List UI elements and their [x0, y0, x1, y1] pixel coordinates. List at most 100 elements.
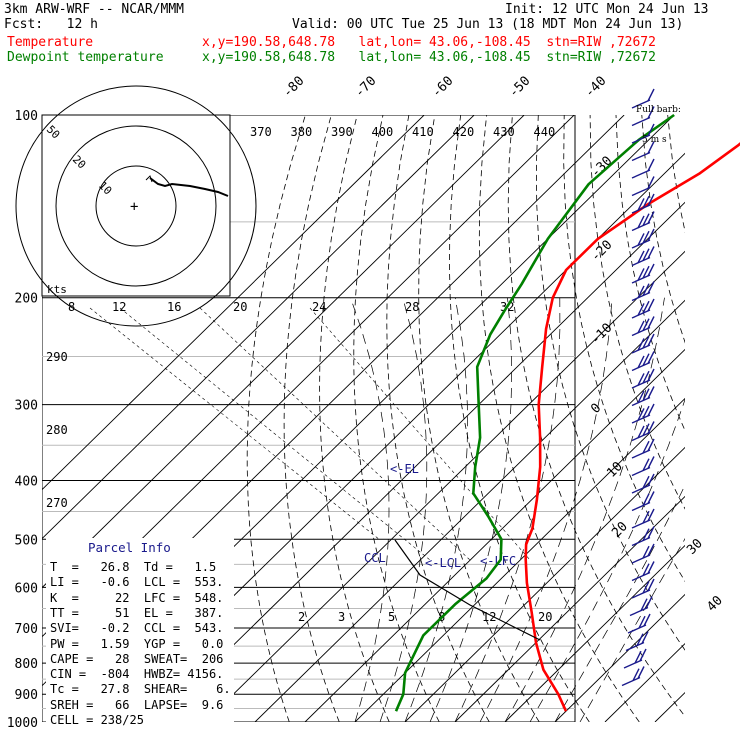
model-title: 3km ARW-WRF -- NCAR/MMM: [4, 2, 185, 17]
wind-barb-staff: [631, 431, 651, 442]
wind-barb: [629, 596, 653, 617]
wind-barb-flag: [642, 423, 650, 437]
isotherm-label: 40: [704, 593, 726, 615]
wind-barb-flag: [647, 578, 655, 592]
parcel-info-row: CIN = -804 HWBZ= 4156.: [50, 667, 224, 682]
parcel-info-row: CELL = 238/25: [50, 713, 144, 727]
wind-barb-flag: [647, 228, 655, 242]
wind-barb: [631, 351, 655, 372]
wind-barb-flag: [636, 633, 644, 647]
theta-label: 290: [46, 350, 68, 364]
pressure-tick: 500: [15, 533, 38, 548]
wind-barb: [631, 543, 655, 564]
isotherm-line: [254, 299, 685, 722]
wind-barb: [631, 473, 655, 494]
wind-barb-flag: [645, 596, 653, 609]
wind-barb: [631, 456, 655, 477]
temperature-location: x,y=190.58,648.78 lat,lon= 43.06,-108.45…: [202, 35, 656, 50]
isotherm-label: -20: [588, 238, 615, 265]
wind-barb-staff: [627, 624, 647, 634]
wind-barb: [631, 281, 655, 302]
wind-barb-staff: [631, 344, 651, 354]
hodograph-ring: [55, 125, 217, 287]
moist-adiabat-line: [454, 297, 561, 722]
isotherm-label: -60: [429, 74, 456, 101]
hodograph-ring: [15, 85, 257, 327]
wind-barb-staff: [631, 484, 651, 494]
wind-barb-staff: [631, 291, 651, 302]
temperature-legend: Temperature: [7, 35, 94, 50]
storm-motion-guide: [309, 307, 531, 561]
dry-adiabat-line: [535, 115, 685, 651]
dry-adiabat-line: [507, 115, 685, 718]
parcel-info-row: CAPE = 28 SWEAT= 206: [50, 651, 224, 666]
wind-barb-flag: [639, 648, 647, 662]
wind-barb: [631, 158, 655, 179]
moist-adiabat-line: [529, 398, 685, 722]
parcel-info-row: SREH = 66 LAPSE= 9.6: [50, 697, 224, 712]
isotherm-label: 20: [609, 519, 631, 541]
theta-label: 420: [453, 125, 475, 139]
moist-adiabat-line: [579, 538, 685, 722]
moist-adiabat-line: [479, 297, 613, 722]
dewpoint-location: x,y=190.58,648.78 lat,lon= 43.06,-108.45…: [202, 50, 656, 65]
isotherm-line: [454, 495, 685, 722]
hodograph-box: [41, 114, 231, 297]
wind-barb-flag: [647, 456, 655, 469]
parcel-info-row: SVI= -0.2 CCL = 543.: [50, 621, 224, 636]
wind-barb-flag: [637, 320, 645, 334]
wind-barb-flag: [642, 388, 650, 402]
wind-barb: [631, 298, 655, 319]
wind-barb-flag: [642, 545, 650, 559]
isotherm-line: [42, 115, 525, 589]
wind-barb-staff: [631, 309, 651, 319]
wind-barb-staff: [631, 361, 651, 372]
wind-barb-flag: [642, 440, 650, 454]
wind-barb-staff: [631, 134, 651, 144]
wind-barb: [631, 368, 655, 389]
init-time: Init: 12 UTC Mon 24 Jun 13: [505, 2, 709, 17]
wind-barb-flag: [647, 561, 655, 574]
valid-time: Valid: 00 UTC Tue 25 Jun 13 (18 MDT Mon …: [292, 17, 684, 32]
wind-barb-flag: [647, 141, 655, 154]
wind-barb: [631, 386, 655, 407]
wind-barb-flag: [647, 316, 655, 329]
wind-barb-staff: [631, 99, 651, 109]
wind-barb: [631, 228, 655, 249]
wind-barb-flag: [642, 370, 650, 384]
temperature-profile: [524, 142, 740, 712]
wind-barb-flag: [637, 303, 645, 316]
wind-barb-flag: [642, 335, 650, 349]
hodograph-center-mark: +: [130, 199, 138, 215]
wind-barb: [631, 176, 655, 197]
wind-barb-staff: [631, 274, 651, 284]
wind-barb: [631, 491, 655, 512]
theta-label: 270: [46, 496, 68, 510]
isotherm-line: [154, 201, 685, 722]
wind-barb-staff: [631, 396, 651, 407]
wind-barb-flag: [642, 318, 650, 332]
isotherm-line: [504, 544, 685, 722]
storm-motion-guide: [119, 307, 431, 561]
wind-barb-staff: [631, 519, 651, 529]
parcel-info-row: T = 26.8 Td = 1.5: [50, 560, 217, 574]
wind-barb-flag: [637, 250, 645, 264]
wind-barb-flag: [640, 598, 648, 612]
pressure-tick: 1000: [7, 716, 38, 731]
wind-barb-staff: [631, 186, 651, 197]
speed-axis-label: 12: [112, 300, 126, 314]
wind-barb-flag: [642, 528, 650, 542]
wind-barb-flag: [647, 421, 655, 434]
wind-barb-flag: [637, 198, 645, 211]
dewpoint-profile: [394, 113, 675, 712]
wind-barb: [623, 648, 647, 669]
isotherm-label: -50: [506, 74, 533, 101]
pressure-tick: 700: [15, 622, 38, 637]
isotherm-line: [554, 593, 685, 722]
isotherm-label: -70: [352, 74, 379, 101]
wind-barb-staff: [629, 606, 649, 617]
hodograph-ring: [95, 165, 177, 247]
dry-adiabat-line: [641, 115, 685, 344]
wind-barb: [631, 211, 655, 232]
wind-barb-flag: [643, 613, 651, 627]
